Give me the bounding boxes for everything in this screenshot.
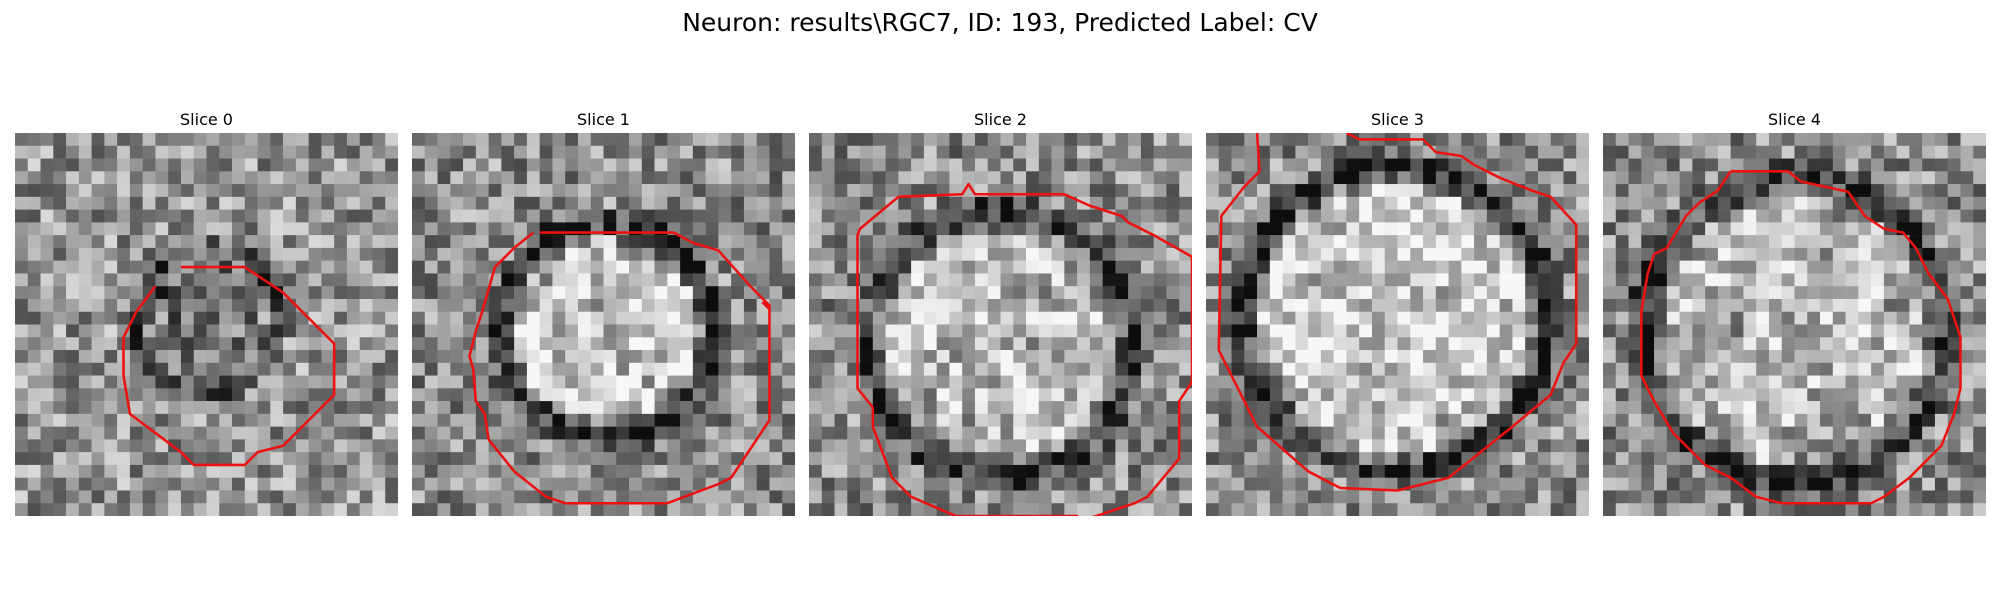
slice-title-1: Slice 1	[577, 110, 630, 129]
slice-panel-1: Slice 1	[412, 108, 795, 516]
slice-image-4	[1603, 133, 1986, 516]
slice-panel-0: Slice 0	[15, 108, 398, 516]
slice-panel-2: Slice 2	[809, 108, 1192, 516]
slice-title-0: Slice 0	[180, 110, 233, 129]
slice-title-4: Slice 4	[1768, 110, 1821, 129]
slice-image-2	[809, 133, 1192, 516]
segmentation-contour-0	[122, 265, 336, 467]
slice-panel-4: Slice 4	[1603, 108, 1986, 516]
segmentation-contour-1	[468, 231, 771, 505]
segmentation-contour-3	[1217, 133, 1578, 492]
slice-image-3	[1206, 133, 1589, 516]
segmentation-contour-4	[1640, 170, 1962, 505]
slice-title-2: Slice 2	[974, 110, 1027, 129]
slice-image-1	[412, 133, 795, 516]
slice-panel-3: Slice 3	[1206, 108, 1589, 516]
slice-title-3: Slice 3	[1371, 110, 1424, 129]
segmentation-contour-2	[856, 182, 1192, 516]
figure-title: Neuron: results\RGC7, ID: 193, Predicted…	[682, 8, 1318, 37]
slice-image-0	[15, 133, 398, 516]
